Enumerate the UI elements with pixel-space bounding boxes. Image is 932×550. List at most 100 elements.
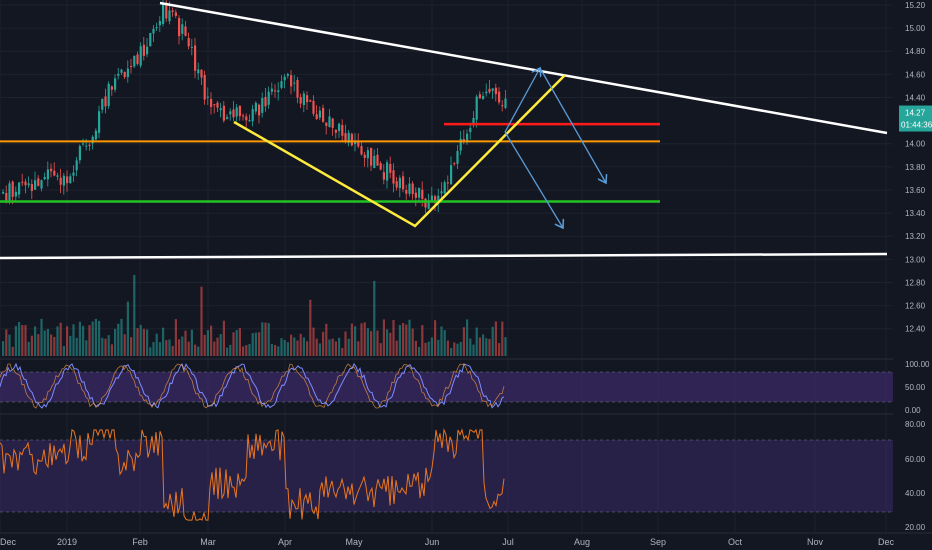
candle-body (62, 175, 65, 186)
candle-body (350, 133, 353, 146)
time-tick-label: Nov (807, 537, 824, 547)
volume-bar (78, 321, 81, 356)
candle-body (203, 74, 206, 100)
volume-bar (69, 335, 72, 356)
volume-bar (286, 342, 289, 356)
candle-body (443, 182, 446, 194)
candle-body (430, 195, 433, 201)
volume-bar (101, 337, 104, 356)
volume-bar (427, 341, 430, 356)
candle-body (386, 162, 389, 181)
candle-body (66, 176, 69, 184)
candle-body (117, 73, 120, 76)
volume-bar (440, 326, 443, 356)
candle-body (254, 102, 257, 112)
volume-bar (114, 328, 117, 356)
candle-body (53, 170, 56, 176)
candle-body (130, 65, 133, 67)
candle-body (469, 128, 472, 133)
volume-bar (210, 325, 213, 356)
time-tick-label: May (345, 537, 363, 547)
candle-body (341, 125, 344, 136)
price-tick-label: 12.80 (905, 278, 926, 287)
time-tick-label: Aug (574, 537, 590, 547)
candle-body (18, 182, 21, 195)
candle-body (424, 198, 427, 208)
volume-bar (280, 338, 283, 356)
candle-body (261, 98, 264, 113)
candle-body (184, 26, 187, 36)
candle-body (181, 24, 184, 34)
time-tick-label: Sep (650, 537, 666, 547)
candle-body (478, 94, 481, 99)
volume-bar (411, 328, 414, 356)
volume-bar (475, 327, 478, 356)
candle-body (264, 96, 267, 107)
volume-bar (181, 336, 184, 356)
volume-bar (347, 338, 350, 356)
volume-bar (72, 324, 75, 356)
rsi-line (0, 427, 505, 521)
price-tick-label: 14.80 (905, 47, 926, 56)
candle-body (398, 177, 401, 189)
volume-bar (350, 323, 353, 356)
volume-bar (469, 338, 472, 356)
candle-body (408, 183, 411, 194)
volume-bar (30, 335, 33, 356)
candle-body (274, 90, 277, 92)
candle-body (235, 107, 238, 117)
volume-bar (357, 341, 360, 356)
candle-body (283, 76, 286, 81)
volume-bar (283, 340, 286, 356)
candle-body (494, 87, 497, 95)
volume-bar (363, 322, 366, 356)
candle-body (110, 86, 113, 90)
candle-body (171, 10, 174, 12)
volume-bar (232, 332, 235, 356)
volume-bar (130, 337, 133, 356)
price-candles (2, 0, 507, 214)
volume-bar (56, 326, 59, 356)
candle-body (94, 130, 97, 140)
time-tick-label: Feb (132, 537, 148, 547)
candle-body (414, 192, 417, 198)
volume-bar (274, 345, 277, 356)
volume-bar (494, 321, 497, 356)
candle-body (88, 144, 91, 146)
volume-bar (466, 319, 469, 356)
candle-body (370, 147, 373, 166)
candle-body (446, 182, 449, 184)
volume-bar (139, 324, 142, 356)
candle-body (338, 123, 341, 131)
candle-body (277, 90, 280, 93)
volume-bar (24, 324, 27, 356)
candle-body (453, 163, 456, 165)
candle-body (501, 105, 504, 107)
volume-bar (50, 334, 53, 356)
candle-body (331, 118, 334, 128)
volume-bar (171, 345, 174, 356)
countdown-label: 01:44:36 (901, 121, 932, 130)
candle-body (488, 88, 491, 93)
volume-bar (168, 339, 171, 356)
volume-bar (120, 318, 123, 356)
volume-bar (18, 322, 21, 356)
volume-bar (178, 339, 181, 356)
rsi-band (0, 440, 893, 512)
volume-bar (136, 328, 139, 356)
volume-bar (341, 347, 344, 356)
volume-bar (98, 320, 101, 356)
volume-bar (226, 347, 229, 356)
volume-bar (14, 325, 17, 356)
candle-body (59, 177, 62, 185)
stoch-k-line (0, 362, 505, 409)
candle-body (11, 181, 14, 197)
volume-bar (40, 318, 43, 356)
last-price-label: 14.27 (905, 109, 926, 118)
candle-body (389, 163, 392, 173)
countdown-tag (899, 118, 932, 132)
volume-bar (395, 340, 398, 356)
candle-body (293, 82, 296, 84)
candle-body (14, 191, 17, 197)
